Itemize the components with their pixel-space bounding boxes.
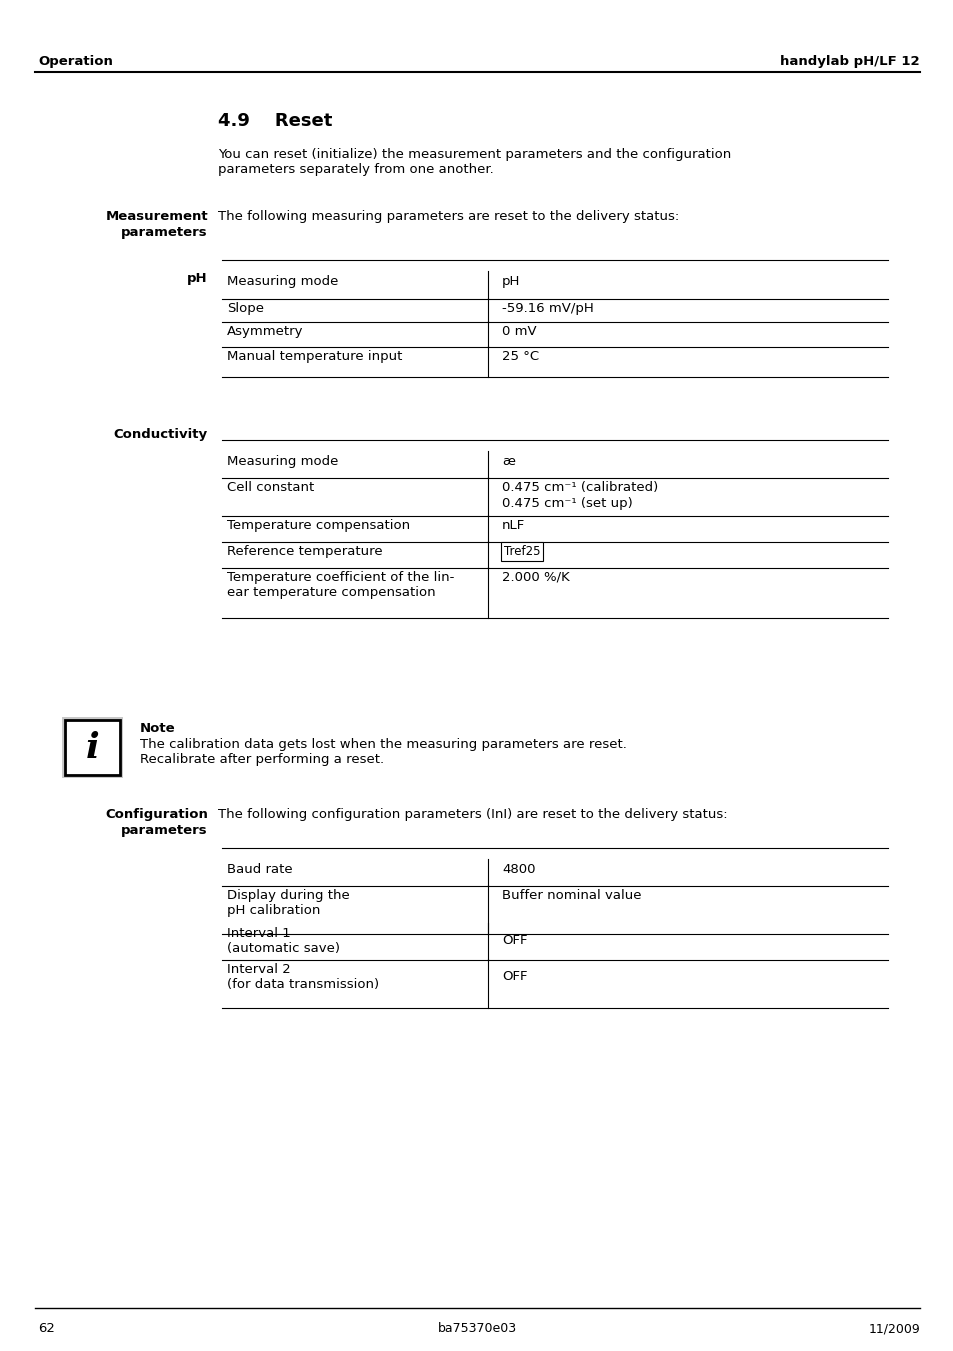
Text: æ: æ [501, 455, 515, 467]
Text: 11/2009: 11/2009 [867, 1323, 919, 1335]
Text: The following measuring parameters are reset to the delivery status:: The following measuring parameters are r… [218, 209, 679, 223]
Text: Temperature coefficient of the lin-: Temperature coefficient of the lin- [227, 571, 454, 584]
Text: Operation: Operation [38, 55, 112, 68]
Text: 0 mV: 0 mV [501, 326, 536, 338]
Text: OFF: OFF [501, 934, 527, 947]
Text: 4800: 4800 [501, 863, 535, 875]
Text: Asymmetry: Asymmetry [227, 326, 303, 338]
Text: Display during the: Display during the [227, 889, 350, 902]
Text: ba75370e03: ba75370e03 [437, 1323, 516, 1335]
Text: Interval 2: Interval 2 [227, 963, 291, 975]
Text: Measurement: Measurement [105, 209, 208, 223]
Text: Buffer nominal value: Buffer nominal value [501, 889, 640, 902]
Text: Conductivity: Conductivity [113, 428, 208, 440]
Text: (for data transmission): (for data transmission) [227, 978, 378, 992]
Text: Slope: Slope [227, 303, 264, 315]
Text: Note: Note [140, 721, 175, 735]
Text: -59.16 mV/pH: -59.16 mV/pH [501, 303, 593, 315]
Text: Manual temperature input: Manual temperature input [227, 350, 402, 363]
Text: handylab pH/LF 12: handylab pH/LF 12 [780, 55, 919, 68]
Text: You can reset (initialize) the measurement parameters and the configuration
para: You can reset (initialize) the measureme… [218, 149, 731, 176]
Text: The following configuration parameters (InI) are reset to the delivery status:: The following configuration parameters (… [218, 808, 727, 821]
Text: Interval 1: Interval 1 [227, 927, 291, 940]
Text: parameters: parameters [121, 824, 208, 838]
Text: Measuring mode: Measuring mode [227, 276, 338, 288]
Text: Tref25: Tref25 [503, 544, 540, 558]
Text: (automatic save): (automatic save) [227, 942, 339, 955]
Text: 4.9    Reset: 4.9 Reset [218, 112, 332, 130]
Text: pH: pH [187, 272, 208, 285]
Text: ear temperature compensation: ear temperature compensation [227, 586, 436, 598]
Text: Configuration: Configuration [105, 808, 208, 821]
Text: Cell constant: Cell constant [227, 481, 314, 494]
Text: 0.475 cm⁻¹ (calibrated): 0.475 cm⁻¹ (calibrated) [501, 481, 658, 494]
Text: The calibration data gets lost when the measuring parameters are reset.
Recalibr: The calibration data gets lost when the … [140, 738, 626, 766]
Text: 62: 62 [38, 1323, 55, 1335]
Text: 25 °C: 25 °C [501, 350, 538, 363]
Text: Baud rate: Baud rate [227, 863, 293, 875]
Text: pH: pH [501, 276, 519, 288]
Text: OFF: OFF [501, 970, 527, 984]
Text: nLF: nLF [501, 519, 525, 532]
Text: Measuring mode: Measuring mode [227, 455, 338, 467]
Text: pH calibration: pH calibration [227, 904, 320, 917]
Bar [65, 720, 120, 775]
Text: parameters: parameters [121, 226, 208, 239]
Text: 2.000 %/K: 2.000 %/K [501, 571, 569, 584]
Text: Temperature compensation: Temperature compensation [227, 519, 410, 532]
Text: 0.475 cm⁻¹ (set up): 0.475 cm⁻¹ (set up) [501, 497, 632, 509]
Text: i: i [86, 731, 99, 765]
Bar [62, 717, 123, 778]
Text: Reference temperature: Reference temperature [227, 544, 382, 558]
